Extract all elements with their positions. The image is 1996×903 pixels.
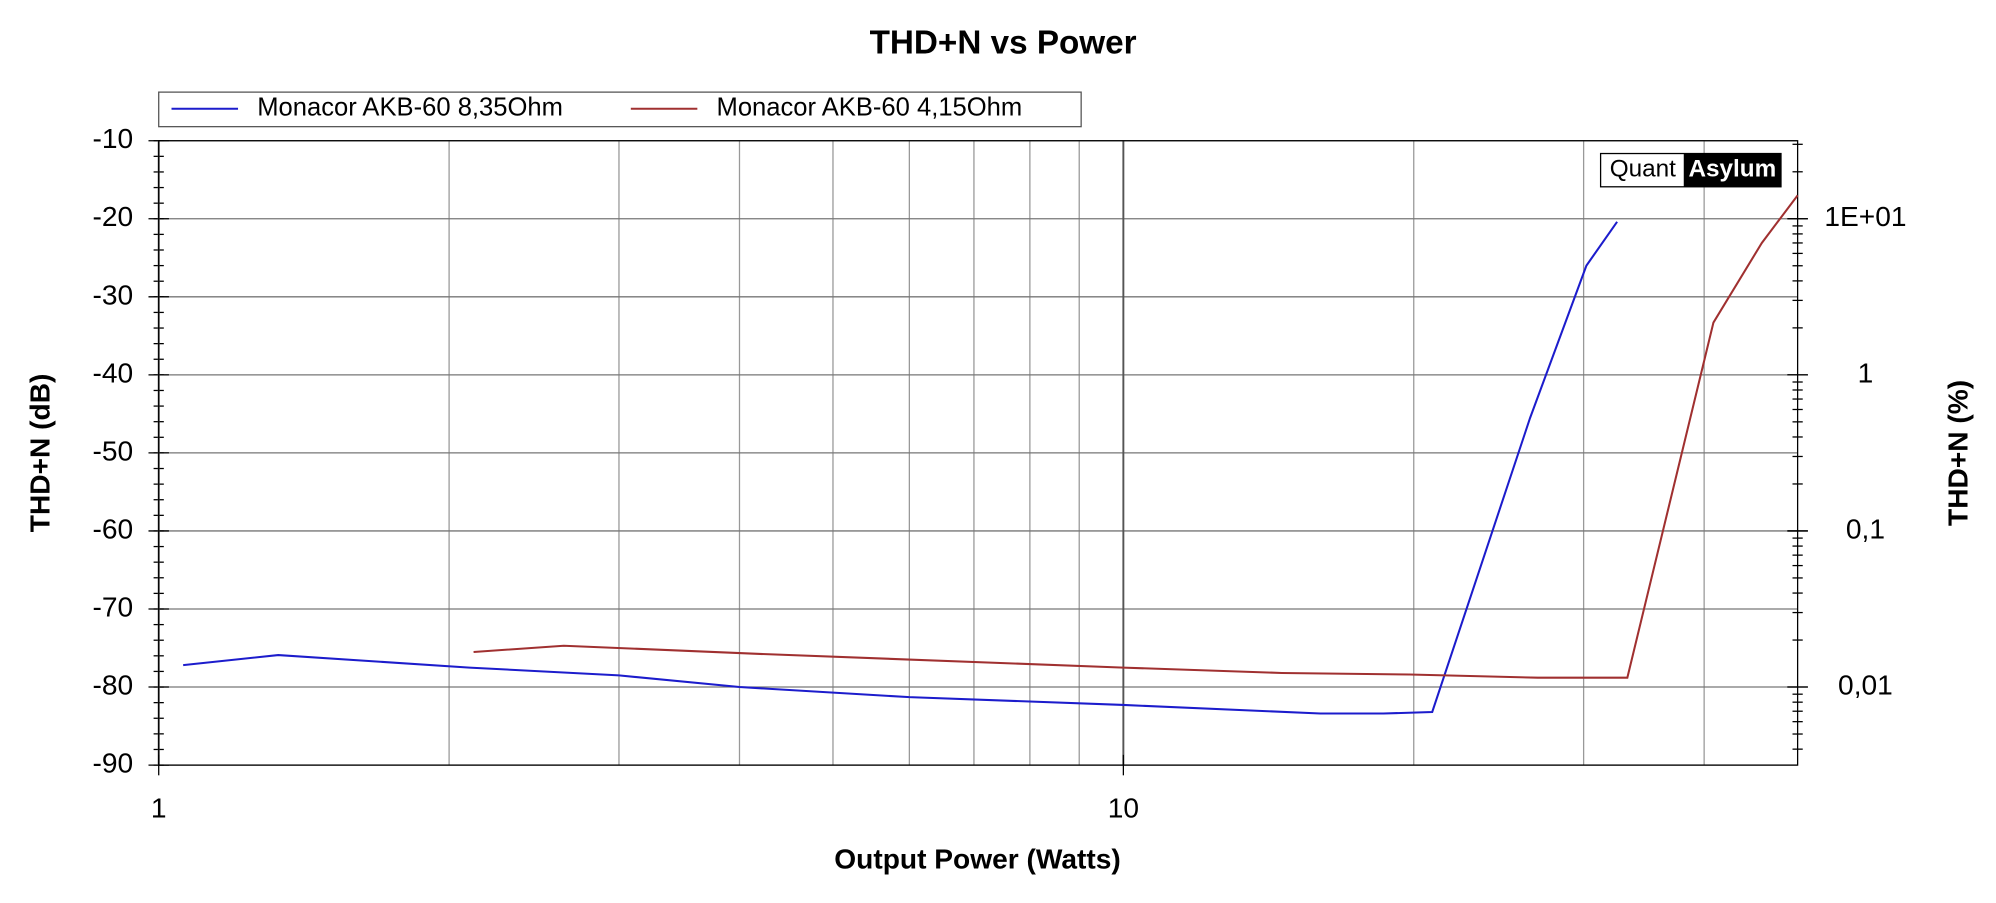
logo-dark [1683,153,1781,187]
x-tick-label: 10 [1108,792,1139,823]
legend-label: Monacor AKB-60 4,15Ohm [717,93,1023,121]
y-tick-label: -90 [92,748,133,779]
y-tick-label: -60 [92,513,133,544]
x-axis-label: Output Power (Watts) [834,843,1120,874]
series-line [183,221,1618,715]
x-tick-label: 1 [151,792,167,823]
series-line [473,194,1799,679]
y2-tick-label: 0,1 [1846,513,1885,544]
y2-tick-label: 0,01 [1838,669,1893,700]
chart-title: THD+N vs Power [870,25,1137,62]
y-tick-label: -20 [92,201,133,232]
y2-tick-label: 1E+01 [1824,201,1906,232]
plot-frame [158,140,1799,766]
y-tick-label: -10 [92,123,133,154]
logo-text: Asylum [1688,156,1776,183]
y-tick-label: -40 [92,357,133,388]
legend-label: Monacor AKB-60 8,35Ohm [257,93,563,121]
y-tick-label: -80 [92,669,133,700]
y2-axis-label: THD+N (%) [1943,380,1974,526]
logo-text: Quant [1610,156,1676,183]
y-tick-label: -30 [92,279,133,310]
y-tick-label: -70 [92,591,133,622]
y-axis-label: THD+N (dB) [25,374,56,533]
y2-tick-label: 1 [1858,357,1874,388]
y-tick-label: -50 [92,435,133,466]
legend-box [158,91,1082,128]
